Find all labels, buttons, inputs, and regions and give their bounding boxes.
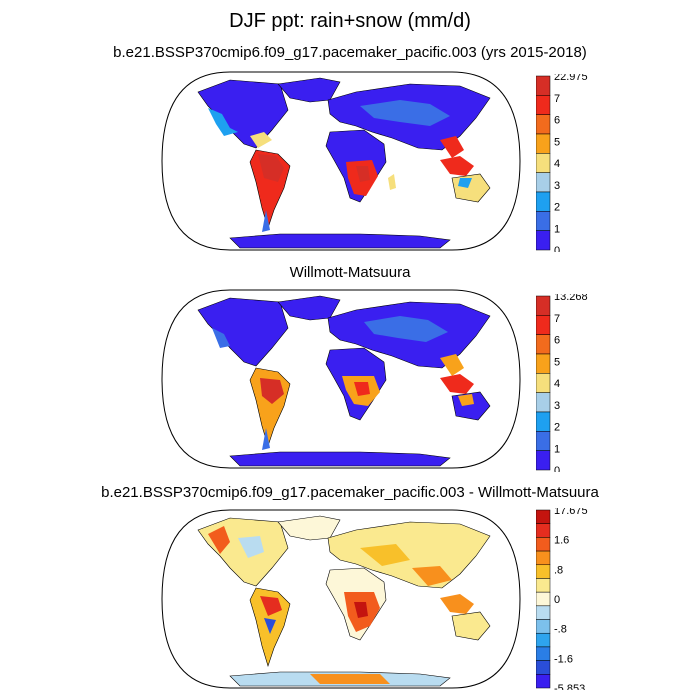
colorbar-label: 4 (554, 158, 560, 170)
colorbar-box (536, 211, 551, 231)
panel-2-land (197, 295, 491, 467)
colorbar-label: 22.975 (554, 74, 588, 83)
colorbar-box (536, 564, 551, 579)
colorbar-label: 6 (554, 115, 560, 127)
colorbar-box (536, 674, 551, 689)
colorbar-box (536, 353, 551, 374)
colorbar-label: .8 (554, 564, 563, 576)
panel-1-title: b.e21.BSSP370cmip6.f09_g17.pacemaker_pac… (113, 44, 587, 61)
colorbar-box (536, 509, 551, 524)
colorbar-box (536, 133, 551, 154)
colorbar-box (536, 431, 551, 451)
figure-title: DJF ppt: rain+snow (mm/d) (229, 10, 471, 32)
colorbar-box (536, 295, 551, 316)
colorbar-label: -.8 (554, 624, 567, 636)
colorbar-box (536, 619, 551, 634)
colorbar-label: 5 (554, 136, 560, 148)
colorbar-box (536, 191, 551, 212)
colorbar-label: 6 (554, 335, 560, 347)
colorbar-label: 4 (554, 378, 560, 390)
colorbar-box (536, 334, 551, 355)
panel-3-land (197, 515, 491, 687)
colorbar-label: 0 (554, 465, 560, 472)
panel-2-map (161, 289, 521, 469)
colorbar-label: -1.6 (554, 653, 573, 665)
colorbar-box (536, 537, 551, 552)
colorbar-box (536, 660, 551, 675)
colorbar-box (536, 75, 551, 96)
colorbar-label: 1 (554, 223, 560, 235)
panel-2-title: Willmott-Matsuura (289, 264, 411, 281)
panel-2-colorbar: 13.268 7 6 5 4 3 2 1 0 (536, 294, 588, 472)
colorbar-box (536, 392, 551, 413)
colorbar-box (536, 230, 551, 251)
panel-1-colorbar: 22.975 7 6 5 4 3 2 1 0 (536, 74, 588, 252)
colorbar-label: 7 (554, 313, 560, 325)
colorbar-label: 1.6 (554, 535, 569, 547)
colorbar-box (536, 605, 551, 620)
colorbar-box (536, 411, 551, 432)
colorbar-label: 2 (554, 422, 560, 434)
colorbar-label: -5.853 (554, 683, 585, 690)
colorbar-box (536, 172, 551, 193)
colorbar-label: 0 (554, 245, 560, 252)
colorbar-box (536, 373, 551, 393)
panel-1-map (161, 71, 521, 251)
colorbar-box (536, 550, 551, 566)
colorbar-box (536, 153, 551, 173)
colorbar-box (536, 632, 551, 648)
panel-3-colorbar: 17.675 1.6 .8 0 -.8 -1.6 -5.853 (536, 508, 588, 690)
colorbar-box (536, 591, 551, 607)
colorbar-label: 1 (554, 443, 560, 455)
colorbar-box (536, 95, 551, 115)
panel-3-map (161, 509, 521, 689)
colorbar-box (536, 578, 551, 593)
colorbar-box (536, 114, 551, 135)
colorbar-box (536, 315, 551, 335)
colorbar-label: 0 (554, 594, 560, 606)
colorbar-box (536, 523, 551, 538)
colorbar-label: 17.675 (554, 508, 588, 517)
colorbar-box (536, 450, 551, 471)
colorbar-label: 2 (554, 202, 560, 214)
colorbar-label: 13.268 (554, 294, 588, 303)
panel-3-title: b.e21.BSSP370cmip6.f09_g17.pacemaker_pac… (101, 484, 599, 501)
colorbar-label: 5 (554, 356, 560, 368)
colorbar-label: 7 (554, 93, 560, 105)
panel-1-land (197, 77, 491, 249)
colorbar-label: 3 (554, 180, 560, 192)
colorbar-box (536, 646, 551, 661)
colorbar-label: 3 (554, 400, 560, 412)
